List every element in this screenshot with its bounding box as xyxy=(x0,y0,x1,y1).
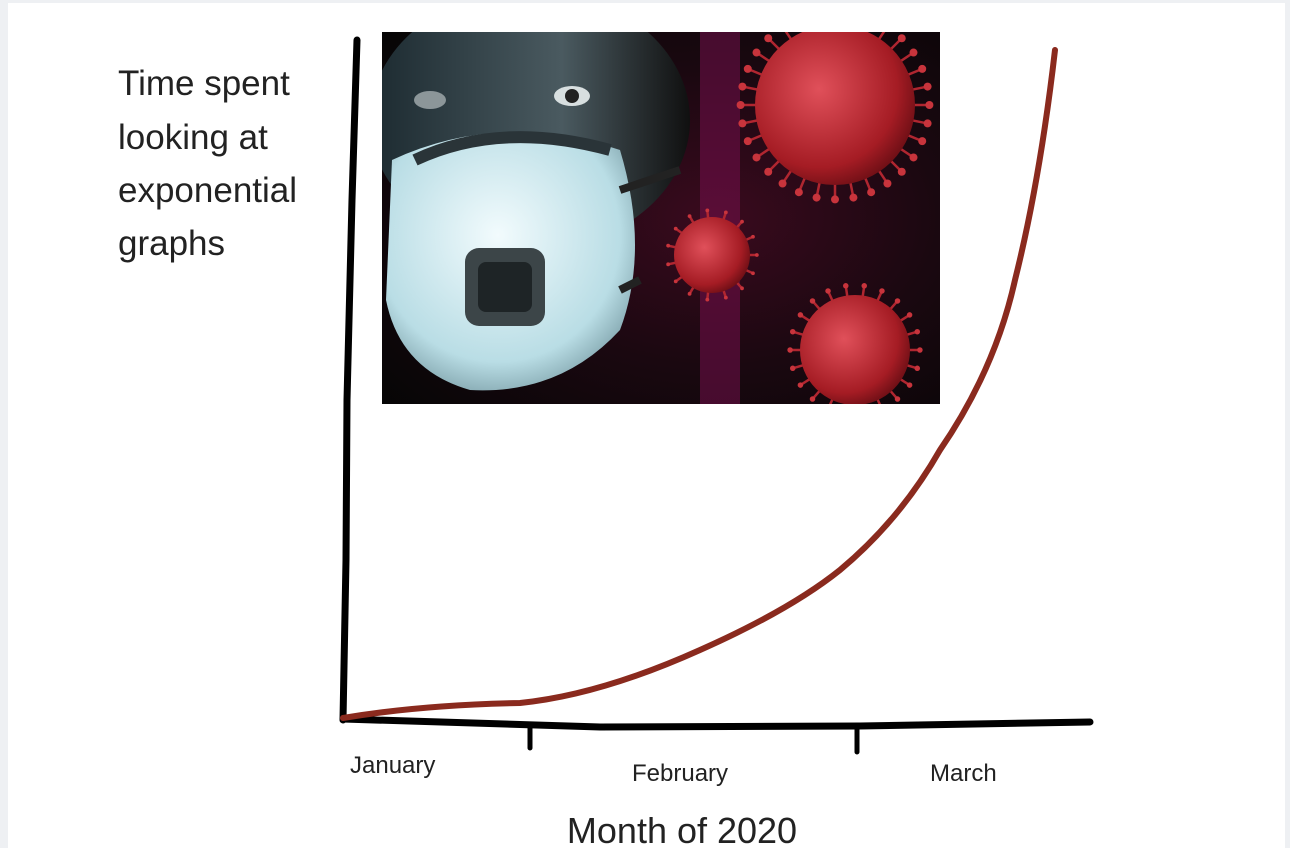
x-tick-label: January xyxy=(350,752,435,779)
virus-spike-tip xyxy=(809,396,816,402)
virus-spike-tip xyxy=(752,153,761,162)
virus-spike-tip xyxy=(883,179,892,188)
y-label-line: exponential xyxy=(118,171,297,210)
virus-spike-tip xyxy=(843,283,849,289)
y-label-line: graphs xyxy=(118,224,225,263)
virus-spike-tip xyxy=(797,312,804,318)
virus-spike-tip xyxy=(751,271,755,276)
virus-spike-tip xyxy=(723,210,728,215)
virus-spike-tip xyxy=(909,153,918,162)
virus-spike-tip xyxy=(849,193,858,202)
virus-spike-tip xyxy=(879,288,885,294)
virus-spike-tip xyxy=(687,291,692,296)
virus xyxy=(674,217,750,293)
photo xyxy=(382,32,940,404)
virus-spike-tip xyxy=(909,48,918,57)
x-axis xyxy=(339,715,1094,731)
virus-spike-tip xyxy=(894,396,901,402)
virus-spike-tip xyxy=(673,226,678,231)
virus-spike-tip xyxy=(778,179,787,188)
virus-spike-tip xyxy=(666,262,671,267)
virus-spike-tip xyxy=(794,188,803,197)
exponential-curve xyxy=(340,47,1058,721)
virus-spike-tip xyxy=(917,347,923,353)
virus-spike-tip xyxy=(918,137,927,146)
virus-spike-tip xyxy=(738,82,747,91)
x-tick-label: February xyxy=(632,760,728,787)
virus-spike-tip xyxy=(789,328,796,335)
virus-spike-tip xyxy=(809,298,816,304)
virus-spike-tip xyxy=(923,119,932,128)
virus-spike-tip xyxy=(740,219,744,224)
x-tick xyxy=(527,725,860,755)
virus-spike-tip xyxy=(738,119,747,128)
virus-spike-tip xyxy=(705,297,710,302)
virus-spike-tip xyxy=(687,214,692,219)
virus-spike-tip xyxy=(797,382,804,388)
virus-spike-tip xyxy=(914,365,921,372)
axes xyxy=(339,36,1094,755)
y-axis-label: Time spent looking at exponential graphs xyxy=(118,64,297,263)
virus-spike-tip xyxy=(743,137,752,146)
virus-spike-tip xyxy=(764,34,773,43)
virus-spike-tip xyxy=(825,288,831,294)
virus-spike-tip xyxy=(723,295,728,300)
virus xyxy=(800,295,910,404)
y-axis xyxy=(339,36,361,724)
virus-spike-tip xyxy=(897,34,906,43)
virus-spike-tip xyxy=(740,286,744,291)
virus-spike-tip xyxy=(787,347,793,353)
virus-spike-tip xyxy=(736,101,745,109)
virus-spike-tip xyxy=(831,195,839,204)
x-axis-title: Month of 2020 xyxy=(567,810,797,848)
virus-spike-tip xyxy=(894,298,901,304)
virus-spike-tip xyxy=(673,279,678,284)
virus-spike-tip xyxy=(925,101,934,109)
virus-spike-tip xyxy=(812,193,821,202)
virus-spike-tip xyxy=(764,167,773,176)
virus-spike-tip xyxy=(789,365,796,372)
virus-spike-tip xyxy=(906,382,913,388)
virus-spike-tip xyxy=(743,64,752,73)
virus-spike-tip xyxy=(918,64,927,73)
y-label-line: Time spent xyxy=(118,64,290,103)
virus-spike-tip xyxy=(705,208,710,213)
virus-spike-tip xyxy=(914,328,921,335)
virus-spike-tip xyxy=(897,167,906,176)
virus-spike-tip xyxy=(906,312,913,318)
virus-spike-tip xyxy=(754,253,759,257)
virus xyxy=(755,32,915,185)
x-tick-label: March xyxy=(930,760,997,787)
virus-spike-tip xyxy=(861,283,867,289)
virus-spike-tip xyxy=(867,188,876,197)
virus-spike-tip xyxy=(751,234,755,239)
virus-spike-tip xyxy=(752,48,761,57)
y-label-line: looking at xyxy=(118,118,268,157)
virus-spike-tip xyxy=(923,82,932,91)
virus-spike-tip xyxy=(666,243,671,248)
